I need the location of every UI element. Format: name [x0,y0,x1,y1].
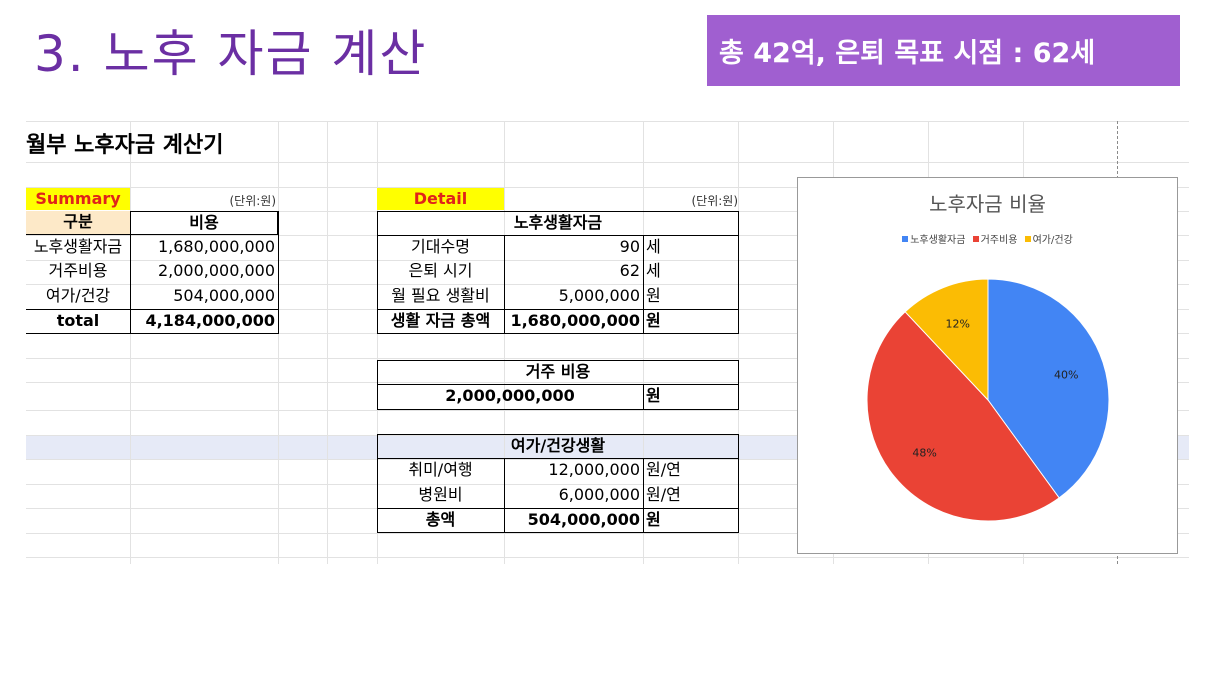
gridline [26,533,1189,534]
gridline [643,121,644,564]
living-unit-lifespan[interactable]: 세 [646,237,661,256]
summary-value-leisure[interactable]: 504,000,000 [173,286,275,305]
leisure-label-hospital[interactable]: 병원비 [418,485,463,504]
table-border [504,235,505,334]
living-value-monthly[interactable]: 5,000,000 [558,286,640,305]
leisure-unit-hobby[interactable]: 원/연 [646,460,681,479]
living-label-retire[interactable]: 은퇴 시기 [408,261,473,280]
gridline [130,121,131,564]
table-border [377,458,739,459]
living-unit-monthly[interactable]: 원 [646,286,661,305]
summary-value-total[interactable]: 4,184,000,000 [145,311,275,330]
leisure-value-hobby[interactable]: 12,000,000 [548,460,640,479]
table-border [377,309,739,310]
summary-label-total[interactable]: total [56,311,100,330]
summary-value-living[interactable]: 1,680,000,000 [157,237,275,256]
living-value-lifespan[interactable]: 90 [619,237,640,256]
gridline [26,260,1189,261]
leisure-unit-hospital[interactable]: 원/연 [646,485,681,504]
summary-header-cost[interactable]: 비용 [130,211,278,235]
housing-value[interactable]: 2,000,000,000 [445,386,575,405]
legend-swatch [902,235,909,242]
gridline [26,358,1189,359]
pie-chart[interactable]: 노후자금 비율 노후생활자금 거주비용 여가/건강 40% 48% 12% [797,177,1178,554]
table-border [377,508,739,509]
summary-tag[interactable]: Summary [26,188,130,210]
legend-item: 거주비용 [972,231,1018,246]
table-border [278,211,279,334]
living-label-lifespan[interactable]: 기대수명 [411,237,470,256]
detail-tag[interactable]: Detail [377,188,504,210]
summary-unit[interactable]: (단위:원) [229,194,276,208]
summary-value-housing[interactable]: 2,000,000,000 [157,261,275,280]
table-border [377,235,739,236]
gridline [26,284,1189,285]
summary-label-housing[interactable]: 거주비용 [48,261,108,280]
leisure-value-total[interactable]: 504,000,000 [527,510,640,529]
table-border [643,235,644,334]
leisure-unit-total[interactable]: 원 [646,510,661,529]
gridline [327,121,328,564]
gridline [26,162,1189,163]
summary-header-category[interactable]: 구분 [26,211,130,235]
legend-label: 거주비용 [980,235,1018,246]
gridline [26,459,1189,460]
chart-legend: 노후생활자금 거주비용 여가/건강 [798,231,1177,246]
gridline [26,435,1189,436]
legend-item: 노후생활자금 [902,231,965,246]
gridline [504,121,505,564]
goal-banner: 총 42억, 은퇴 목표 시점 : 62세 [707,15,1180,86]
leisure-title[interactable]: 여가/건강생활 [510,436,606,455]
living-unit-retire[interactable]: 세 [646,261,661,280]
housing-unit[interactable]: 원 [646,386,661,405]
gridline [26,121,1189,122]
gridline [26,410,1189,411]
table-border [26,309,278,310]
leisure-label-total[interactable]: 총액 [425,510,456,529]
gridline [26,557,1189,558]
living-label-total[interactable]: 생활 자금 총액 [390,311,491,330]
pie-slice-leisure[interactable] [904,278,989,402]
living-unit-total[interactable]: 원 [646,311,661,330]
living-label-monthly[interactable]: 월 필요 생활비 [391,286,490,305]
legend-label: 노후생활자금 [910,235,966,246]
legend-swatch [1024,235,1031,242]
detail-unit[interactable]: (단위:원) [691,194,738,208]
summary-label-leisure[interactable]: 여가/건강 [45,286,111,305]
chart-title: 노후자금 비율 [929,192,1046,216]
summary-label-living[interactable]: 노후생활자금 [33,237,123,256]
pie-slice-living[interactable] [987,278,1110,499]
gridline [26,187,1189,188]
living-value-total[interactable]: 1,680,000,000 [510,311,640,330]
pie-slice-housing[interactable] [866,311,1060,522]
housing-title[interactable]: 거주 비용 [525,362,591,381]
gridline [278,121,279,564]
housing-table [377,360,739,410]
gridline [377,121,378,564]
pie-label-leisure: 12% [945,317,969,330]
gridline [738,121,739,564]
gridline [26,382,1189,383]
table-border [504,458,505,533]
living-value-retire[interactable]: 62 [619,261,640,280]
legend-swatch [972,235,979,242]
living-title[interactable]: 노후생활자금 [513,213,603,232]
leisure-value-hospital[interactable]: 6,000,000 [558,485,640,504]
legend-label: 여가/건강 [1032,235,1073,246]
leisure-label-hobby[interactable]: 취미/여행 [408,460,473,479]
pie-label-living: 40% [1054,369,1078,382]
table-border [26,333,278,334]
sheet-heading: 월부 노후자금 계산기 [26,133,224,158]
table-border [377,384,739,385]
table-border [130,211,131,334]
leisure-table [377,434,739,533]
gridline [26,484,1189,485]
slide-title: 3. 노후 자금 계산 [34,25,428,83]
living-table [377,211,739,334]
table-border [643,458,644,533]
pie-label-housing: 48% [912,446,936,459]
legend-item: 여가/건강 [1024,231,1073,246]
pie-plot: 40% 48% 12% [866,278,1110,522]
table-border [643,384,644,410]
